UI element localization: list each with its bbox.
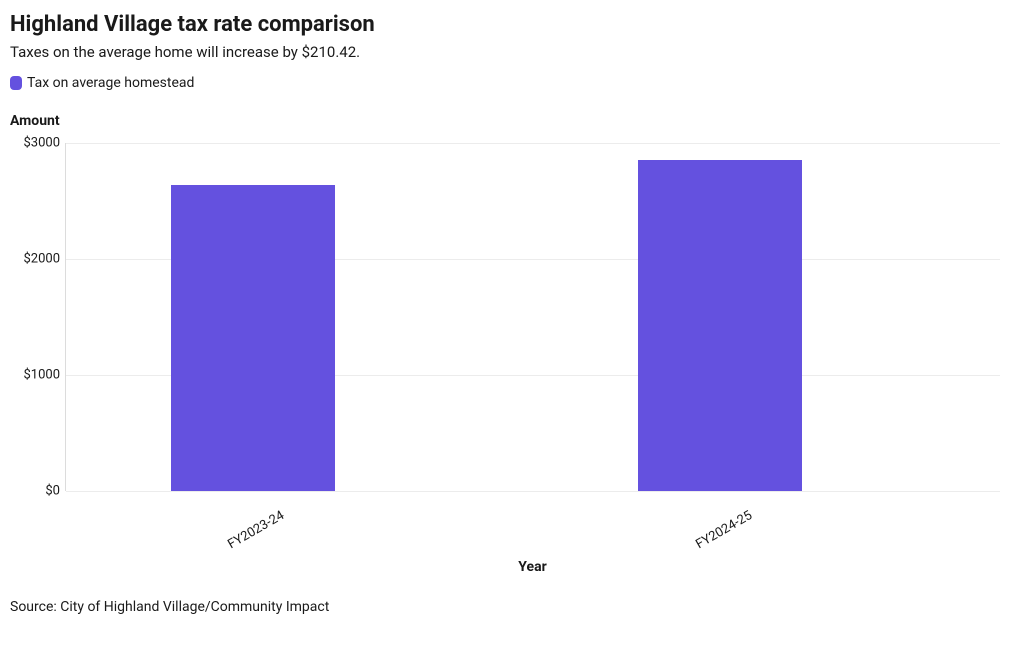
source-line: Source: City of Highland Village/Communi… [10,599,1010,615]
legend: Tax on average homestead [10,75,1010,91]
y-tick-label: $1000 [10,368,60,383]
x-label-slot: FY2024-25 [533,497,1001,555]
bar-slot [533,143,1000,491]
y-axis-title: Amount [10,113,1010,129]
bar-fy2023-24 [171,185,334,491]
plot-area [65,143,1000,491]
legend-swatch [10,76,22,90]
chart-title: Highland Village tax rate comparison [10,12,1010,37]
bars-row [66,143,1000,491]
bar-fy2024-25 [638,160,801,491]
x-tick-label: FY2024-25 [693,508,755,552]
chart-subtitle: Taxes on the average home will increase … [10,43,1010,61]
y-tick-label: $2000 [10,252,60,267]
x-axis-labels: FY2023-24 FY2024-25 [65,497,1000,555]
legend-label: Tax on average homestead [27,75,194,91]
x-axis-title: Year [65,559,1000,575]
y-tick-label: $3000 [10,136,60,151]
x-label-slot: FY2023-24 [65,497,533,555]
chart-area: $3000 $2000 $1000 $0 [10,137,1010,497]
gridline [66,491,1000,492]
bar-slot [66,143,533,491]
x-tick-label: FY2023-24 [225,508,287,552]
y-tick-label: $0 [10,484,60,499]
